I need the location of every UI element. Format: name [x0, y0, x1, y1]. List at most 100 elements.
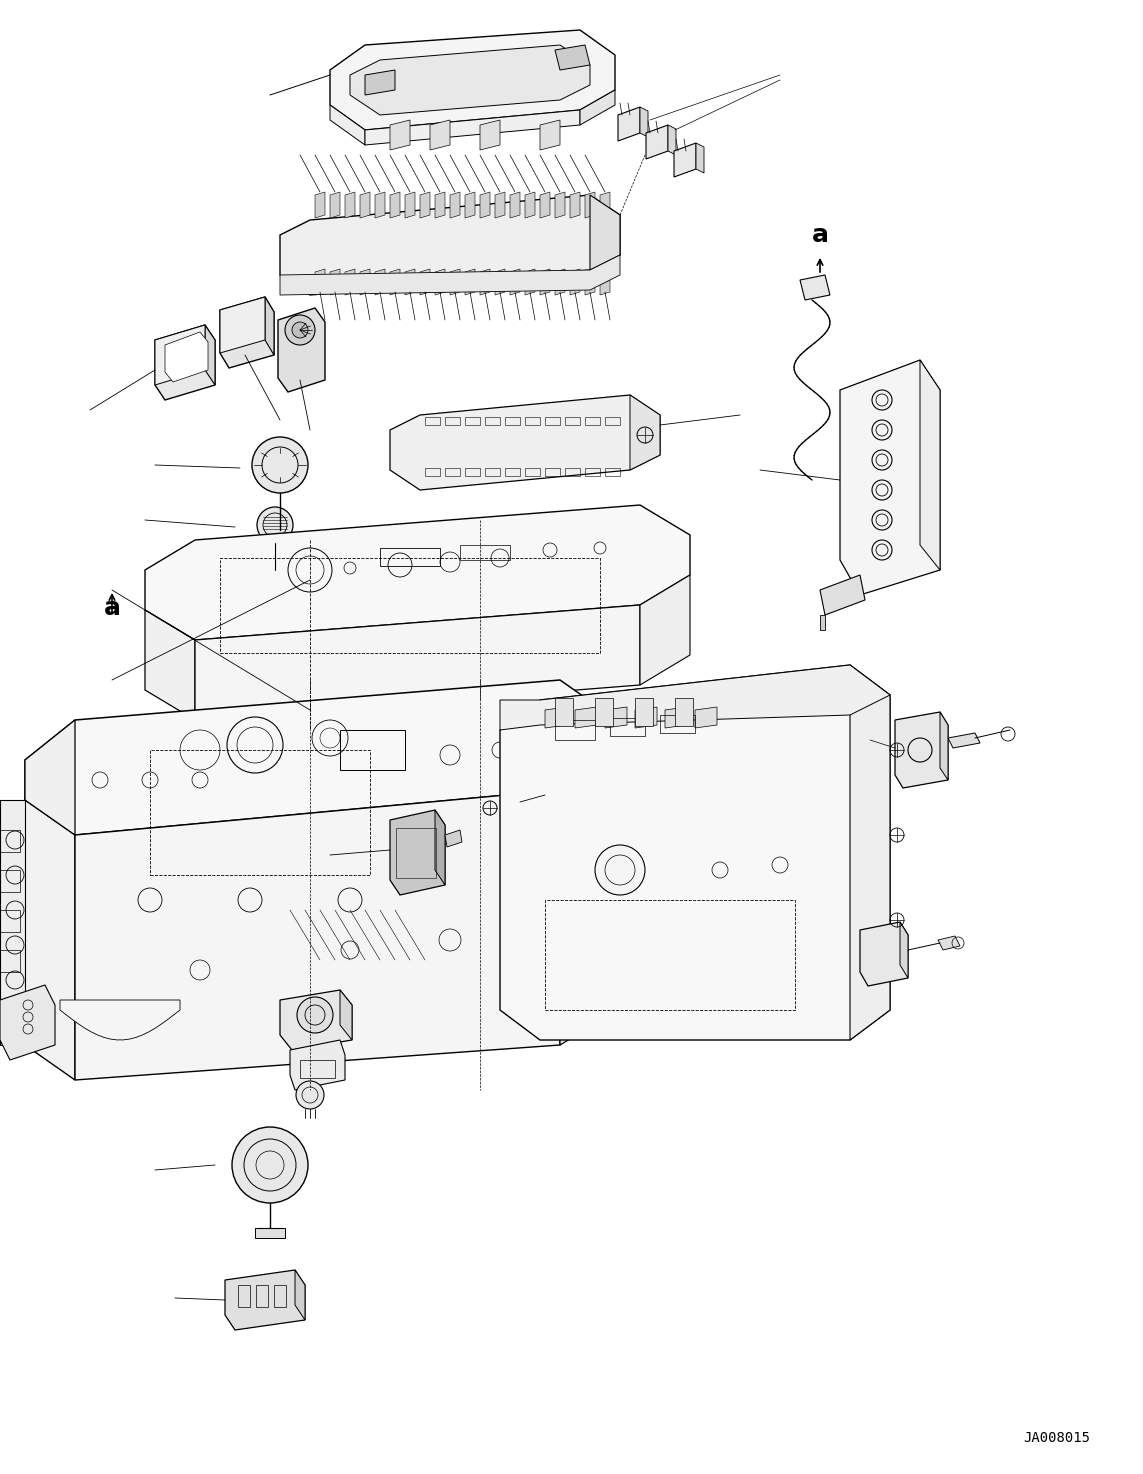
Polygon shape [25, 800, 75, 1080]
Bar [465, 417, 480, 425]
Bar [555, 699, 573, 727]
Bar [525, 417, 539, 425]
Polygon shape [145, 610, 195, 719]
Polygon shape [640, 108, 648, 137]
Polygon shape [480, 119, 499, 150]
Bar [545, 901, 796, 1010]
Polygon shape [375, 192, 385, 218]
Polygon shape [280, 991, 352, 1049]
Polygon shape [145, 506, 690, 640]
Bar [585, 469, 600, 476]
Text: a: a [812, 223, 829, 248]
Bar [299, 1060, 335, 1077]
Polygon shape [435, 192, 445, 218]
Polygon shape [165, 332, 208, 382]
Bar [565, 417, 580, 425]
Bar [238, 1285, 250, 1307]
Polygon shape [948, 733, 980, 747]
Polygon shape [390, 119, 410, 150]
Bar [596, 699, 613, 727]
Polygon shape [315, 192, 325, 218]
Polygon shape [860, 923, 908, 986]
Polygon shape [155, 324, 215, 399]
Circle shape [251, 436, 307, 492]
Bar [555, 719, 596, 740]
Bar [425, 417, 440, 425]
Polygon shape [895, 712, 948, 789]
Bar [425, 469, 440, 476]
Bar [274, 1285, 286, 1307]
Polygon shape [390, 268, 400, 295]
Polygon shape [510, 268, 520, 295]
Polygon shape [390, 395, 660, 489]
Polygon shape [345, 268, 355, 295]
Polygon shape [585, 192, 596, 218]
Polygon shape [636, 708, 657, 728]
Bar [0, 909, 19, 932]
Polygon shape [570, 268, 580, 295]
Bar [545, 469, 560, 476]
Polygon shape [255, 1228, 285, 1238]
Bar [445, 417, 459, 425]
Bar [605, 417, 620, 425]
Polygon shape [545, 708, 567, 728]
Polygon shape [225, 1271, 305, 1330]
Polygon shape [330, 29, 615, 130]
Polygon shape [390, 811, 445, 895]
Text: a: a [104, 595, 120, 621]
Polygon shape [435, 811, 445, 884]
Bar [505, 469, 520, 476]
Polygon shape [195, 604, 640, 719]
Polygon shape [555, 192, 565, 218]
Polygon shape [580, 90, 615, 125]
Bar [605, 469, 620, 476]
Polygon shape [480, 192, 490, 218]
Bar [610, 718, 645, 736]
Polygon shape [840, 360, 940, 595]
Polygon shape [585, 268, 596, 295]
Polygon shape [419, 192, 430, 218]
Polygon shape [405, 268, 415, 295]
Bar [565, 469, 580, 476]
Polygon shape [450, 192, 459, 218]
Polygon shape [405, 192, 415, 218]
Polygon shape [59, 999, 179, 1039]
Circle shape [257, 507, 293, 542]
Bar [379, 548, 440, 566]
Polygon shape [219, 296, 274, 368]
Polygon shape [555, 46, 590, 69]
Polygon shape [265, 296, 274, 355]
Polygon shape [75, 790, 560, 1080]
Bar [459, 545, 510, 560]
Bar [0, 870, 19, 892]
Polygon shape [820, 615, 825, 629]
Polygon shape [600, 268, 610, 295]
Bar [585, 417, 600, 425]
Polygon shape [350, 46, 590, 115]
Polygon shape [630, 395, 660, 470]
Circle shape [297, 996, 333, 1033]
Polygon shape [495, 192, 505, 218]
Polygon shape [539, 268, 550, 295]
Circle shape [291, 321, 307, 338]
Polygon shape [278, 308, 325, 392]
Polygon shape [155, 324, 205, 385]
Bar [676, 699, 693, 727]
Polygon shape [539, 192, 550, 218]
Polygon shape [365, 69, 395, 94]
Polygon shape [499, 665, 890, 730]
Polygon shape [360, 268, 370, 295]
Polygon shape [696, 143, 704, 172]
Polygon shape [510, 192, 520, 218]
Polygon shape [465, 268, 475, 295]
Polygon shape [575, 708, 597, 728]
Bar [0, 830, 19, 852]
Polygon shape [600, 192, 610, 218]
Circle shape [232, 1128, 307, 1203]
Polygon shape [499, 665, 890, 1041]
Polygon shape [435, 268, 445, 295]
Polygon shape [618, 108, 640, 142]
Polygon shape [419, 268, 430, 295]
Polygon shape [820, 575, 865, 615]
Polygon shape [590, 195, 620, 270]
